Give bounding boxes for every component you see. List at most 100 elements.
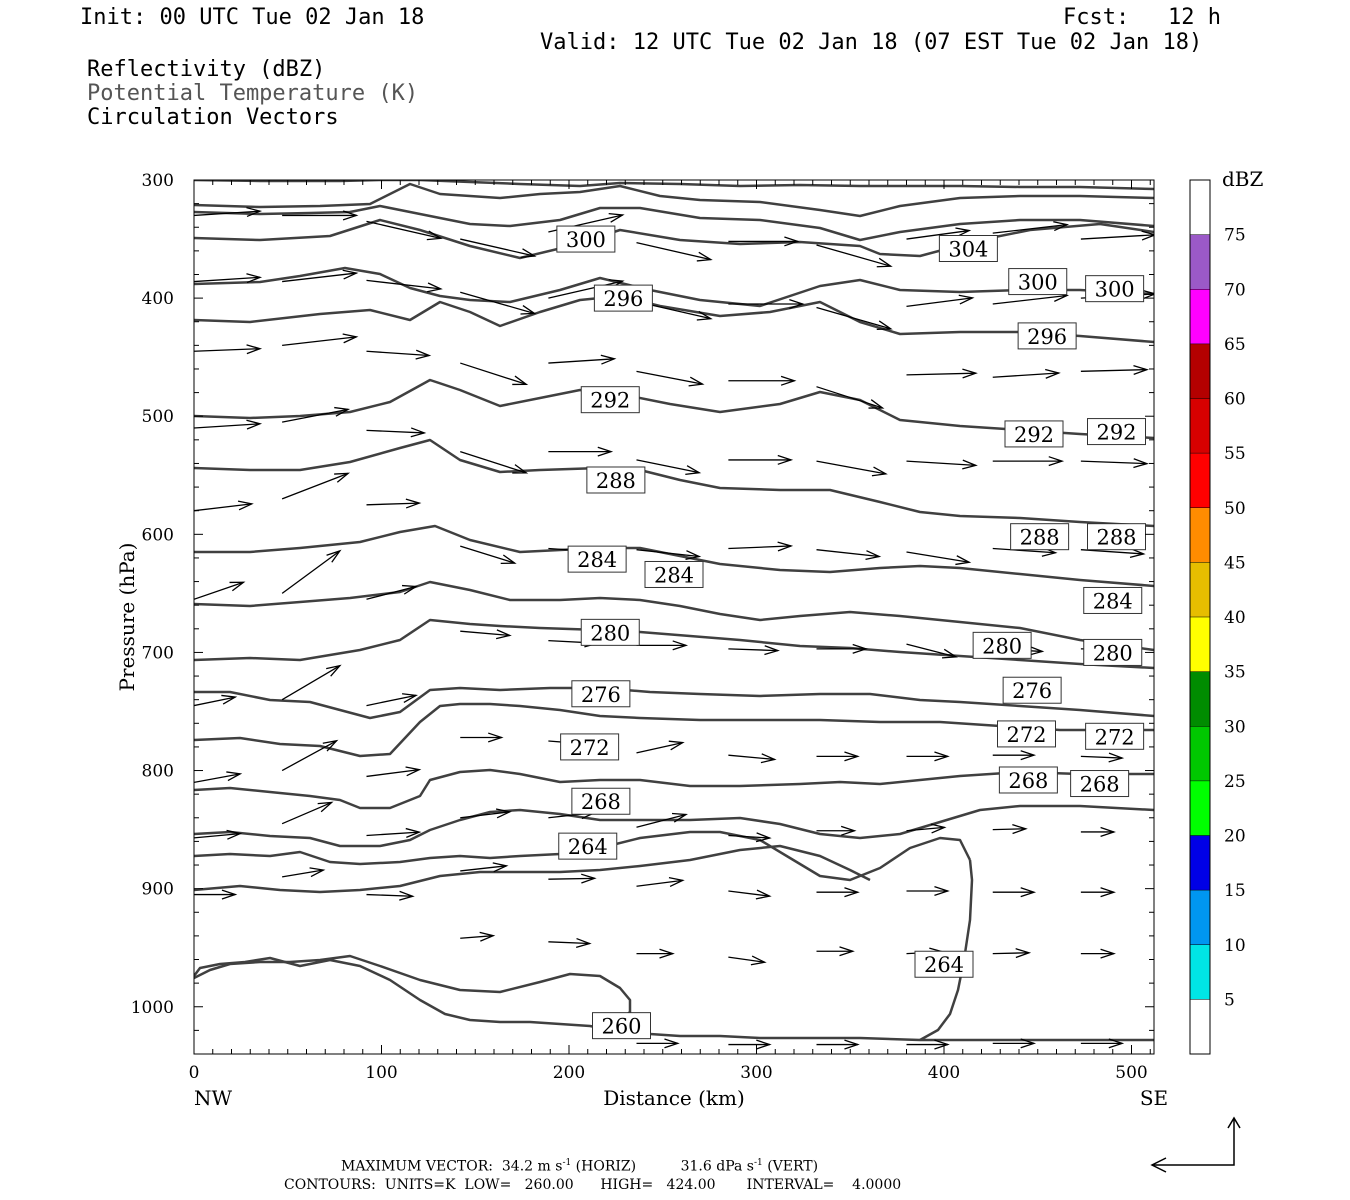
- contour-value: 292: [590, 389, 630, 413]
- circulation-vector: [281, 739, 339, 772]
- x-tick-label: 300: [740, 1063, 772, 1083]
- colorbar-label: 45: [1224, 553, 1246, 573]
- circulation-vector: [194, 581, 246, 600]
- circulation-vector: [366, 693, 419, 707]
- y-tick-label: 500: [142, 407, 174, 427]
- circulation-vector: [906, 751, 950, 762]
- circulation-vector: [636, 549, 702, 561]
- circulation-vector: [460, 732, 504, 743]
- circulation-vector: [194, 694, 238, 707]
- circulation-vector: [906, 885, 950, 897]
- x-axis-title: Distance (km): [603, 1086, 745, 1110]
- contour-value: 300: [566, 228, 606, 252]
- max-horiz-tag: (HORIZ): [575, 1158, 637, 1175]
- colorbar-swatch: [1190, 453, 1210, 508]
- contour-value: 292: [1014, 423, 1054, 447]
- valid-time: Valid: 12 UTC Tue 02 Jan 18 (07 EST Tue …: [540, 30, 1203, 55]
- isentrope-contours: [194, 180, 1154, 1042]
- contour-label: 296: [1017, 322, 1077, 350]
- max-horiz-unit: m s: [537, 1158, 563, 1175]
- colorbar-swatch: [1190, 562, 1210, 617]
- contour-label: 300: [1085, 275, 1145, 303]
- circulation-vector: [548, 446, 614, 457]
- circulation-vector: [816, 386, 885, 409]
- circulation-vector: [282, 210, 359, 221]
- contour-label: 268: [571, 787, 631, 815]
- isentrope-line: [194, 702, 1154, 758]
- contour-label: 280: [580, 618, 640, 646]
- y-tick-label: 1000: [131, 998, 174, 1018]
- max-horiz-exponent: -1: [562, 1158, 572, 1168]
- circulation-vector: [194, 889, 238, 900]
- contour-value: 272: [1095, 725, 1135, 749]
- circulation-vector: [460, 238, 537, 259]
- contour-value: 268: [1080, 773, 1120, 797]
- contour-label: 276: [1002, 676, 1062, 704]
- colorbar-label: 65: [1224, 335, 1246, 355]
- colorbar-label: 75: [1224, 226, 1246, 246]
- x-tick-label: 400: [928, 1063, 960, 1083]
- max-vert-value: 31.6: [680, 1158, 712, 1175]
- circulation-vector: [636, 948, 675, 959]
- contour-value: 288: [1020, 526, 1060, 550]
- y-tick-label: 600: [142, 525, 174, 545]
- circulation-vector: [906, 227, 972, 240]
- circulation-vector: [1080, 752, 1125, 763]
- contour-label: 268: [1070, 770, 1130, 798]
- contour-label: 284: [567, 545, 627, 573]
- circulation-vector: [728, 645, 780, 656]
- circulation-vector: [906, 1039, 950, 1050]
- colorbar-label: 5: [1224, 990, 1235, 1010]
- circulation-vector: [992, 887, 1037, 898]
- colorbar-swatch: [1190, 890, 1210, 945]
- endpoint-nw: NW: [194, 1086, 233, 1110]
- circulation-vector: [1080, 364, 1149, 375]
- colorbar-label: 40: [1224, 608, 1246, 628]
- axis-tick-labels: 0 100 200 300 400 500 300 400 500 600 700 800 900 100…: [131, 171, 1148, 1083]
- circulation-vector: [728, 832, 772, 843]
- circulation-vector: [460, 362, 529, 386]
- circulation-vector: [282, 333, 359, 346]
- contour-value: 272: [570, 736, 610, 760]
- circulation-vector: [816, 643, 869, 654]
- colorbar-swatch: [1190, 343, 1210, 399]
- circulation-vector: [548, 937, 592, 948]
- circulation-vector: [282, 269, 359, 283]
- contour-value: 272: [1006, 723, 1046, 747]
- circulation-vector: [460, 862, 509, 873]
- circulation-vector: [1080, 548, 1146, 559]
- circulation-vector: [906, 368, 978, 379]
- forecast-hour: 12 h: [1168, 5, 1221, 30]
- contour-value: 280: [1093, 641, 1133, 665]
- isentrope-line: [194, 204, 1154, 242]
- colorbar-swatch: [1190, 726, 1210, 781]
- circulation-vector: [282, 867, 326, 878]
- circulation-vector: [636, 1038, 680, 1049]
- circulation-vector: [366, 827, 422, 838]
- colorbar-label: 55: [1224, 444, 1246, 464]
- contour-value: 276: [581, 683, 621, 707]
- isentrope-line: [194, 844, 871, 894]
- circulation-vector: [194, 829, 243, 840]
- circulation-vector: [460, 629, 512, 640]
- contour-label: 280: [1083, 638, 1143, 666]
- contour-value: 288: [596, 469, 636, 493]
- circulation-vector: [992, 948, 1032, 959]
- colorbar-swatch: [1190, 617, 1210, 672]
- circulation-vector: [728, 541, 794, 552]
- circulation-vector: [548, 873, 597, 884]
- contour-value: 304: [948, 238, 988, 262]
- colorbar-label: 20: [1224, 827, 1246, 847]
- circulation-vector: [816, 825, 857, 836]
- circulation-vector: [460, 545, 517, 565]
- colorbar-label: 35: [1224, 663, 1246, 683]
- contour-label: 268: [998, 766, 1058, 794]
- circulation-vector: [460, 808, 512, 819]
- circulation-vector: [1080, 458, 1149, 469]
- isentrope-line: [194, 294, 1154, 344]
- circulation-vector: [992, 456, 1065, 467]
- isentrope-line: [194, 266, 1154, 308]
- reference-vector-icon: [1150, 1116, 1241, 1173]
- contour-label: 292: [1004, 420, 1064, 448]
